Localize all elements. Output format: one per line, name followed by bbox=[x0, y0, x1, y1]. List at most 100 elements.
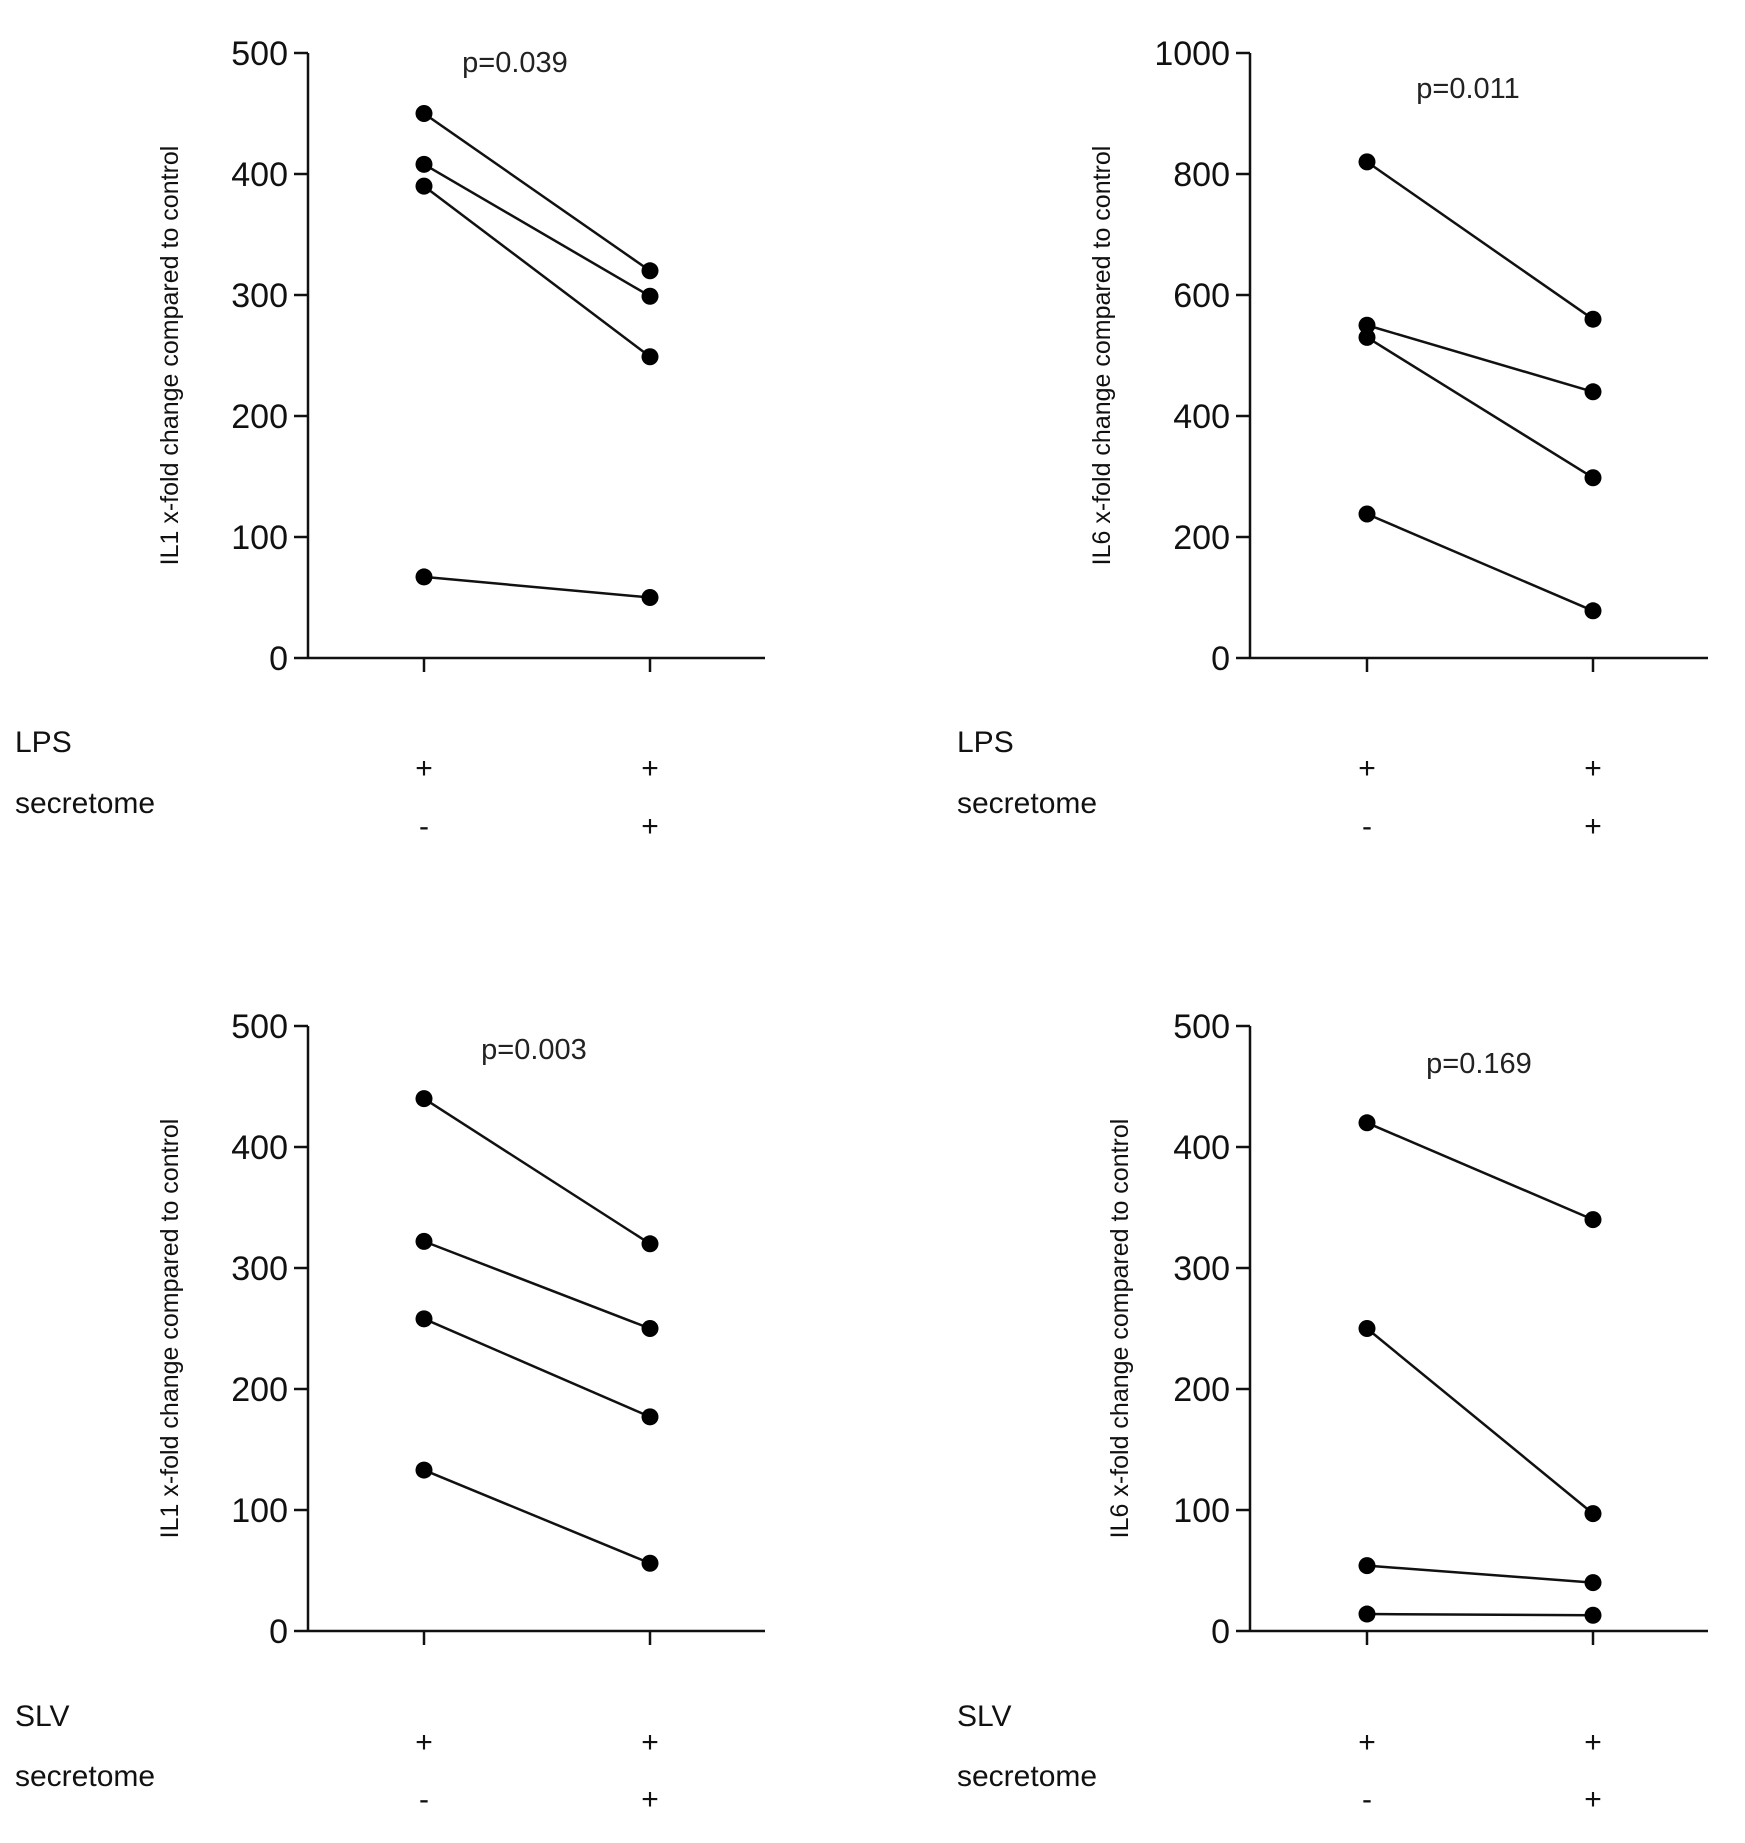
condition-sign: + bbox=[415, 1726, 433, 1759]
condition-sign: + bbox=[641, 752, 659, 785]
series-line-2 bbox=[1366, 1327, 1594, 1515]
y-tick-label: 100 bbox=[231, 519, 288, 557]
data-point-series-4-2 bbox=[641, 1554, 659, 1572]
y-tick-label: 300 bbox=[231, 1250, 288, 1288]
y-tick-label: 300 bbox=[231, 277, 288, 315]
data-point-series-2-2 bbox=[1584, 1505, 1602, 1523]
data-point-series-1-2 bbox=[1584, 310, 1602, 328]
y-axis-label: IL6 x-fold change compared to control bbox=[1106, 1119, 1134, 1539]
series-line-3 bbox=[1366, 1564, 1594, 1584]
series-line-2 bbox=[423, 163, 651, 298]
chart-panel-4: 0 100 200 300 400 500 IL6 x-fold change compar… bbox=[957, 1008, 1708, 1816]
y-tick-label: 0 bbox=[269, 640, 288, 678]
y-tick-label: 600 bbox=[1173, 277, 1230, 315]
data-point-series-3-2 bbox=[1584, 1574, 1602, 1592]
condition-sign: - bbox=[419, 810, 429, 843]
data-point-series-2-2 bbox=[1584, 383, 1602, 401]
condition-sign: + bbox=[1584, 752, 1602, 785]
condition-sign: - bbox=[419, 1783, 429, 1816]
condition-sign: - bbox=[1362, 810, 1372, 843]
y-tick-label: 1000 bbox=[1154, 35, 1230, 73]
data-point-series-4-1 bbox=[1358, 1605, 1376, 1623]
y-tick-label: 300 bbox=[1173, 1250, 1230, 1288]
condition-label: secretome bbox=[957, 787, 1097, 820]
series-line-4 bbox=[423, 575, 651, 599]
y-tick-label: 500 bbox=[1173, 1008, 1230, 1046]
series-line-3 bbox=[423, 1317, 651, 1418]
data-point-series-4-1 bbox=[415, 568, 433, 586]
data-point-series-4-2 bbox=[1584, 602, 1602, 620]
y-tick-label: 400 bbox=[1173, 398, 1230, 436]
data-point-series-1-1 bbox=[415, 105, 433, 122]
series-line-1 bbox=[423, 112, 651, 272]
y-axis-label: IL1 x-fold change compared to control bbox=[156, 146, 184, 566]
data-point-series-4-1 bbox=[1358, 505, 1376, 523]
data-point-series-1-1 bbox=[1358, 1114, 1376, 1132]
data-point-series-2-2 bbox=[641, 287, 659, 305]
chart-panel-3: 0 100 200 300 400 500 IL1 x-fold change compar… bbox=[15, 1008, 765, 1816]
p-value-annotation: p=0.003 bbox=[481, 1034, 587, 1066]
data-point-series-4-1 bbox=[415, 1461, 433, 1479]
y-tick-label: 0 bbox=[269, 1613, 288, 1651]
condition-label: secretome bbox=[15, 787, 155, 820]
data-point-series-2-2 bbox=[641, 1320, 659, 1337]
condition-sign: + bbox=[641, 1783, 659, 1816]
condition-label: SLV bbox=[957, 1700, 1011, 1733]
y-tick-label: 800 bbox=[1173, 156, 1230, 194]
condition-sign: + bbox=[641, 1726, 659, 1759]
chart-panel-2: 0 200 400 600 800 1000 IL6 x-fold change compa… bbox=[957, 35, 1708, 843]
y-tick-label: 500 bbox=[231, 1008, 288, 1046]
data-point-series-2-1 bbox=[415, 1232, 433, 1250]
y-tick-label: 100 bbox=[1173, 1492, 1230, 1530]
y-tick-label: 500 bbox=[231, 35, 288, 73]
data-point-series-3-1 bbox=[1358, 1557, 1376, 1575]
series-line-1 bbox=[1366, 160, 1594, 321]
data-point-series-1-2 bbox=[641, 1235, 659, 1253]
condition-sign: + bbox=[641, 810, 659, 843]
data-point-series-3-2 bbox=[1584, 469, 1602, 487]
y-tick-label: 400 bbox=[1173, 1129, 1230, 1167]
y-tick-label: 400 bbox=[231, 156, 288, 194]
condition-sign: - bbox=[1362, 1783, 1372, 1816]
condition-sign: + bbox=[1358, 752, 1376, 785]
series-line-3 bbox=[1366, 336, 1594, 479]
series-line-2 bbox=[423, 1240, 651, 1330]
condition-sign: + bbox=[415, 752, 433, 785]
condition-label: LPS bbox=[957, 726, 1014, 759]
chart-panel-1: 0 100 200 300 400 500 IL1 x-fold change compar… bbox=[15, 35, 765, 843]
series-line-2 bbox=[1366, 324, 1594, 393]
y-axis-label: IL1 x-fold change compared to control bbox=[156, 1119, 184, 1539]
y-tick-label: 400 bbox=[231, 1129, 288, 1167]
condition-sign: + bbox=[1584, 1726, 1602, 1759]
data-point-series-1-1 bbox=[415, 1090, 433, 1108]
data-point-series-2-1 bbox=[1358, 316, 1376, 334]
p-value-annotation: p=0.169 bbox=[1426, 1048, 1532, 1080]
y-tick-label: 200 bbox=[1173, 1371, 1230, 1409]
data-point-series-3-2 bbox=[641, 1408, 659, 1426]
y-axis-label: IL6 x-fold change compared to control bbox=[1088, 146, 1116, 566]
series-line-4 bbox=[423, 1468, 651, 1565]
y-tick-label: 100 bbox=[231, 1492, 288, 1530]
condition-label: secretome bbox=[15, 1760, 155, 1793]
p-value-annotation: p=0.011 bbox=[1416, 73, 1519, 105]
y-tick-label: 200 bbox=[231, 1371, 288, 1409]
condition-label: LPS bbox=[15, 726, 72, 759]
series-line-3 bbox=[423, 185, 651, 358]
series-line-1 bbox=[423, 1097, 651, 1245]
series-line-1 bbox=[1366, 1121, 1594, 1221]
y-tick-label: 200 bbox=[1173, 519, 1230, 557]
series-line-4 bbox=[1366, 1612, 1594, 1617]
data-point-series-3-1 bbox=[415, 1310, 433, 1328]
condition-sign: + bbox=[1584, 1783, 1602, 1816]
p-value-annotation: p=0.039 bbox=[462, 47, 568, 79]
condition-sign: + bbox=[1584, 810, 1602, 843]
data-point-series-1-1 bbox=[1358, 153, 1376, 171]
data-point-series-2-1 bbox=[1358, 1320, 1376, 1337]
data-point-series-2-1 bbox=[415, 155, 433, 173]
y-tick-label: 200 bbox=[231, 398, 288, 436]
data-point-series-3-2 bbox=[641, 348, 659, 366]
data-point-series-4-2 bbox=[641, 589, 659, 606]
data-point-series-1-2 bbox=[641, 262, 659, 280]
condition-sign: + bbox=[1358, 1726, 1376, 1759]
